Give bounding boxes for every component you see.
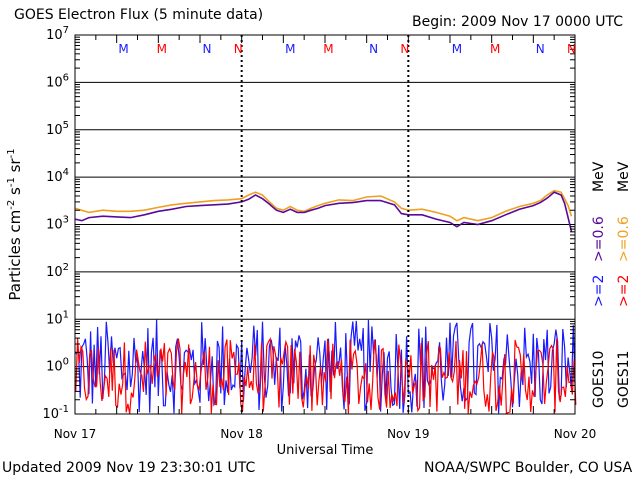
marker-M-0: M [118,42,128,56]
marker-N-11: N [567,42,576,56]
legend: >=2 >=0.6 MeV >=2 >=0.6 MeV GOES10 GOES11 [591,161,632,408]
marker-M-5: M [323,42,333,56]
marker-M-9: M [490,42,500,56]
marker-N-10: N [536,42,545,56]
x-tick-label-0: Nov 17 [54,427,97,441]
marker-N-6: N [369,42,378,56]
x-axis: Nov 17 Nov 18 Nov 19 Nov 20 [54,35,597,441]
x-tick-label-72: Nov 20 [554,427,597,441]
legend-goes11: GOES11 [616,351,632,408]
x-tick-label-48: Nov 19 [387,427,430,441]
y-tick-label-1e1: 101 [46,309,69,327]
legend-goes11-06mev: >=0.6 [616,216,632,262]
y-tick-label-1e6: 106 [46,72,69,90]
x-axis-label: Universal Time [277,443,374,458]
y-tick-label-1e2: 102 [46,262,69,280]
y-axis-label: Particles cm-2 s-1 sr-1 [6,148,24,300]
two-mev-noise-series [74,319,577,415]
series-goes11-2mev [75,336,577,415]
legend-unit-goes10: MeV [591,161,607,192]
legend-goes10: GOES10 [591,351,607,408]
series-line-1 [74,191,573,232]
marker-N-3: N [234,42,243,56]
y-tick-label-1e7: 107 [46,25,69,43]
y-tick-label-1e0: 100 [46,357,69,375]
updated-time: Updated 2009 Nov 19 23:30:01 UTC [2,460,256,476]
x-tick-label-24: Nov 18 [220,427,263,441]
source-label: NOAA/SWPC Boulder, CO USA [424,460,633,476]
day-boundary-ticks [240,35,410,414]
chart-title: GOES Electron Flux (5 minute data) [14,7,264,23]
marker-M-4: M [285,42,295,56]
legend-goes10-06mev: >=0.6 [591,216,607,262]
marker-N-2: N [202,42,211,56]
legend-unit-goes11: MeV [616,161,632,192]
y-tick-label-1e-1: 10-1 [42,404,69,422]
legend-goes10-2mev: >=2 [591,275,607,307]
y-tick-label-1e4: 104 [46,167,69,185]
series-lines [74,189,573,232]
begin-time: Begin: 2009 Nov 17 0000 UTC [412,14,623,30]
legend-goes11-2mev: >=2 [616,275,632,307]
y-tick-label-1e5: 105 [46,120,69,138]
y-tick-label-1e3: 103 [46,215,69,233]
marker-M-1: M [157,42,167,56]
marker-M-8: M [452,42,462,56]
marker-N-7: N [400,42,409,56]
series-goes10-2mev [74,319,576,414]
series-line-0 [74,189,573,222]
